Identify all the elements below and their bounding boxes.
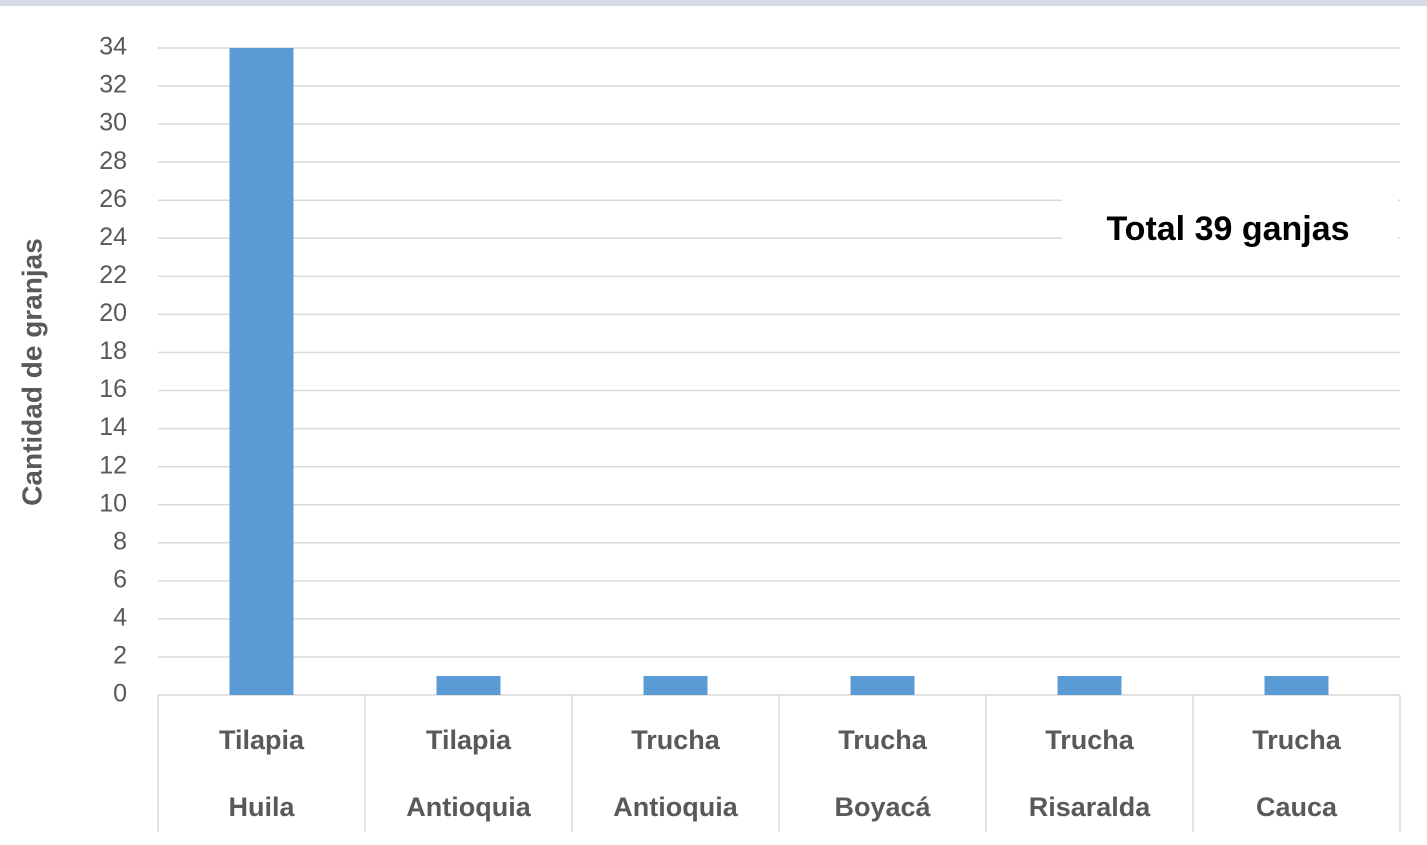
bar xyxy=(850,675,915,695)
y-tick-label: 8 xyxy=(113,527,127,555)
annotation-background xyxy=(1062,196,1398,262)
x-tick-label: Trucha xyxy=(1252,725,1342,755)
y-tick-label: 14 xyxy=(99,413,127,441)
bar xyxy=(1057,675,1122,695)
bar xyxy=(436,675,501,695)
y-tick-label: 10 xyxy=(99,489,127,517)
x-tick-label: Huila xyxy=(228,792,295,822)
y-tick-label: 28 xyxy=(99,147,127,175)
y-tick-label: 6 xyxy=(113,565,127,593)
y-tick-label: 26 xyxy=(99,185,127,213)
x-tick-label: Trucha xyxy=(838,725,928,755)
grid xyxy=(157,47,1401,832)
x-tick-label: Antioquia xyxy=(406,792,531,822)
x-tick-label: Cauca xyxy=(1256,792,1338,822)
y-tick-label: 22 xyxy=(99,261,127,289)
x-tick-label: Boyacá xyxy=(834,792,931,822)
x-tick-label: Trucha xyxy=(1045,725,1135,755)
x-tick-label: Tilapia xyxy=(426,725,512,755)
y-tick-label: 12 xyxy=(99,451,127,479)
y-tick-label: 4 xyxy=(113,603,127,631)
x-tick-label: Tilapia xyxy=(219,725,305,755)
bar xyxy=(1264,675,1329,695)
annotation: Total 39 ganjas xyxy=(1106,210,1349,248)
top-band xyxy=(0,0,1427,6)
y-tick-label: 2 xyxy=(113,642,127,670)
y-tick-label: 0 xyxy=(113,680,127,708)
y-axis-title: Cantidad de granjas xyxy=(16,238,47,506)
y-tick-label: 34 xyxy=(99,33,127,61)
x-tick-label: Antioquia xyxy=(613,792,738,822)
y-tick-label: 24 xyxy=(99,223,127,251)
bar xyxy=(643,675,708,695)
y-tick-label: 18 xyxy=(99,337,127,365)
bar xyxy=(229,48,294,695)
y-tick-label: 16 xyxy=(99,375,127,403)
bars xyxy=(229,48,1329,695)
y-tick-label: 32 xyxy=(99,71,127,99)
y-tick-label: 20 xyxy=(99,299,127,327)
x-tick-label: Trucha xyxy=(631,725,721,755)
x-tick-label: Risaralda xyxy=(1029,792,1152,822)
y-tick-label: 30 xyxy=(99,109,127,137)
